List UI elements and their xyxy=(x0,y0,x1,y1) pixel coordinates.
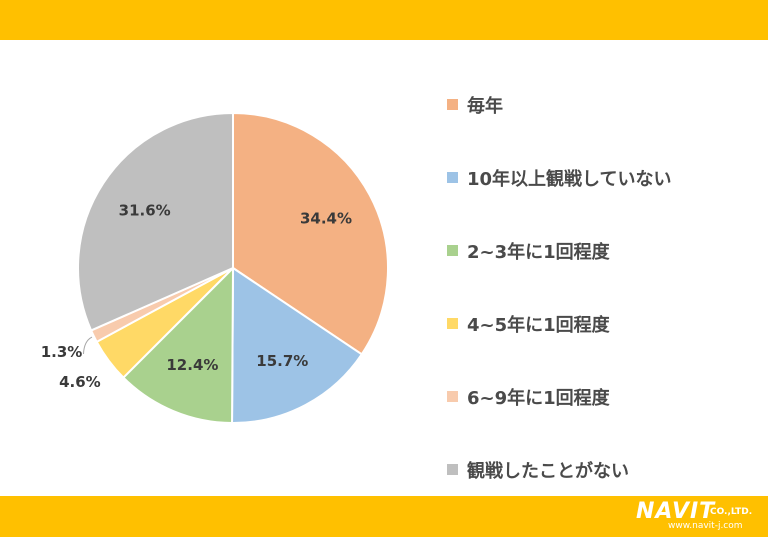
legend-label: 2~3年に1回程度 xyxy=(467,241,610,263)
navit-logo: NAVIT CO.,LTD. www.navit-j.com xyxy=(636,500,764,532)
leader-line xyxy=(83,336,93,355)
legend-swatch xyxy=(447,464,458,475)
slice-10plus-years xyxy=(231,266,364,425)
pie-slices xyxy=(77,111,389,425)
data-label: 1.3% xyxy=(41,343,83,361)
data-label: 31.6% xyxy=(119,201,171,219)
legend-item: 毎年 xyxy=(447,68,767,141)
data-labels: 34.4% 15.7% 12.4% 4.6% 1.3% 31.6% xyxy=(41,201,352,391)
bottom-banner xyxy=(0,496,768,537)
legend: 毎年 10年以上観戦していない 2~3年に1回程度 4~5年に1回程度 6~9年… xyxy=(447,68,767,506)
slice-every-year xyxy=(232,111,389,356)
legend-swatch xyxy=(447,391,458,402)
data-label: 12.4% xyxy=(166,356,218,374)
legend-label: 観戦したことがない xyxy=(467,460,629,482)
legend-label: 4~5年に1回程度 xyxy=(467,314,610,336)
legend-label: 6~9年に1回程度 xyxy=(467,387,610,409)
legend-swatch xyxy=(447,172,458,183)
logo-url: www.navit-j.com xyxy=(668,521,743,531)
data-label: 34.4% xyxy=(300,209,352,227)
slice-2-3-years xyxy=(121,265,235,425)
legend-label: 毎年 xyxy=(467,95,503,117)
legend-item: 2~3年に1回程度 xyxy=(447,214,767,287)
legend-swatch xyxy=(447,99,458,110)
top-banner xyxy=(0,0,768,40)
legend-item: 観戦したことがない xyxy=(447,433,767,506)
legend-item: 4~5年に1回程度 xyxy=(447,287,767,360)
legend-swatch xyxy=(447,318,458,329)
slice-never xyxy=(77,111,234,332)
logo-suffix: CO.,LTD. xyxy=(710,507,753,517)
logo-name: NAVIT xyxy=(636,499,716,524)
data-label: 4.6% xyxy=(59,373,101,391)
data-label: 15.7% xyxy=(256,352,308,370)
legend-swatch xyxy=(447,245,458,256)
legend-item: 10年以上観戦していない xyxy=(447,141,767,214)
legend-label: 10年以上観戦していない xyxy=(467,168,672,190)
legend-item: 6~9年に1回程度 xyxy=(447,360,767,433)
